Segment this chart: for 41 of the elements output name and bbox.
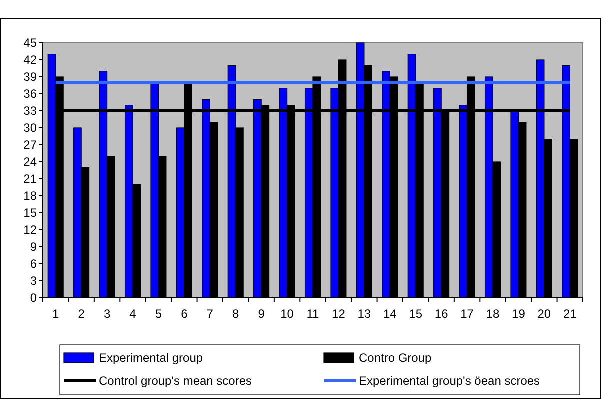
y-tick-label: 33 xyxy=(24,104,38,118)
legend-label: Contro Group xyxy=(359,351,432,366)
y-tick-label: 45 xyxy=(24,36,38,50)
x-tick-label: 21 xyxy=(563,307,578,321)
y-tick-label: 18 xyxy=(24,189,38,204)
y-tick-label: 6 xyxy=(30,257,38,272)
y-tick-label: 24 xyxy=(24,155,38,170)
x-tick-label: 17 xyxy=(460,307,474,321)
y-tick-label: 0 xyxy=(30,291,38,306)
x-tick-label: 5 xyxy=(155,307,162,321)
x-tick-label: 4 xyxy=(130,307,137,321)
x-tick-label: 13 xyxy=(358,307,372,321)
y-tick-label: 9 xyxy=(30,240,38,254)
x-tick-label: 10 xyxy=(280,307,294,321)
x-tick-label: 12 xyxy=(332,307,346,321)
legend-label: Experimental group's öean scroes xyxy=(359,374,540,388)
x-tick-label: 16 xyxy=(434,307,449,321)
y-tick-label: 36 xyxy=(24,87,38,102)
y-tick-label: 15 xyxy=(24,206,38,220)
x-tick-label: 2 xyxy=(78,307,86,321)
x-tick-label: 18 xyxy=(486,307,500,321)
y-tick-label: 3 xyxy=(30,274,38,288)
x-tick-label: 3 xyxy=(104,307,111,321)
x-tick-label: 20 xyxy=(538,307,552,321)
x-tick-label: 7 xyxy=(206,307,214,321)
y-tick-label: 21 xyxy=(24,172,38,186)
x-tick-label: 15 xyxy=(409,307,423,321)
y-tick-label: 42 xyxy=(24,53,38,68)
legend-label: Experimental group xyxy=(99,351,204,366)
y-tick-label: 30 xyxy=(24,121,38,136)
x-tick-label: 8 xyxy=(232,307,240,321)
x-tick-label: 1 xyxy=(52,307,60,321)
x-tick-label: 9 xyxy=(258,307,266,321)
x-tick-label: 11 xyxy=(306,307,320,321)
y-tick-label: 27 xyxy=(24,138,38,152)
y-tick-label: 39 xyxy=(24,70,38,84)
x-tick-label: 19 xyxy=(512,307,526,321)
x-tick-label: 14 xyxy=(383,307,398,321)
y-tick-label: 12 xyxy=(24,223,38,238)
legend-label: Control group's mean scores xyxy=(99,374,252,388)
x-tick-label: 6 xyxy=(181,307,188,321)
